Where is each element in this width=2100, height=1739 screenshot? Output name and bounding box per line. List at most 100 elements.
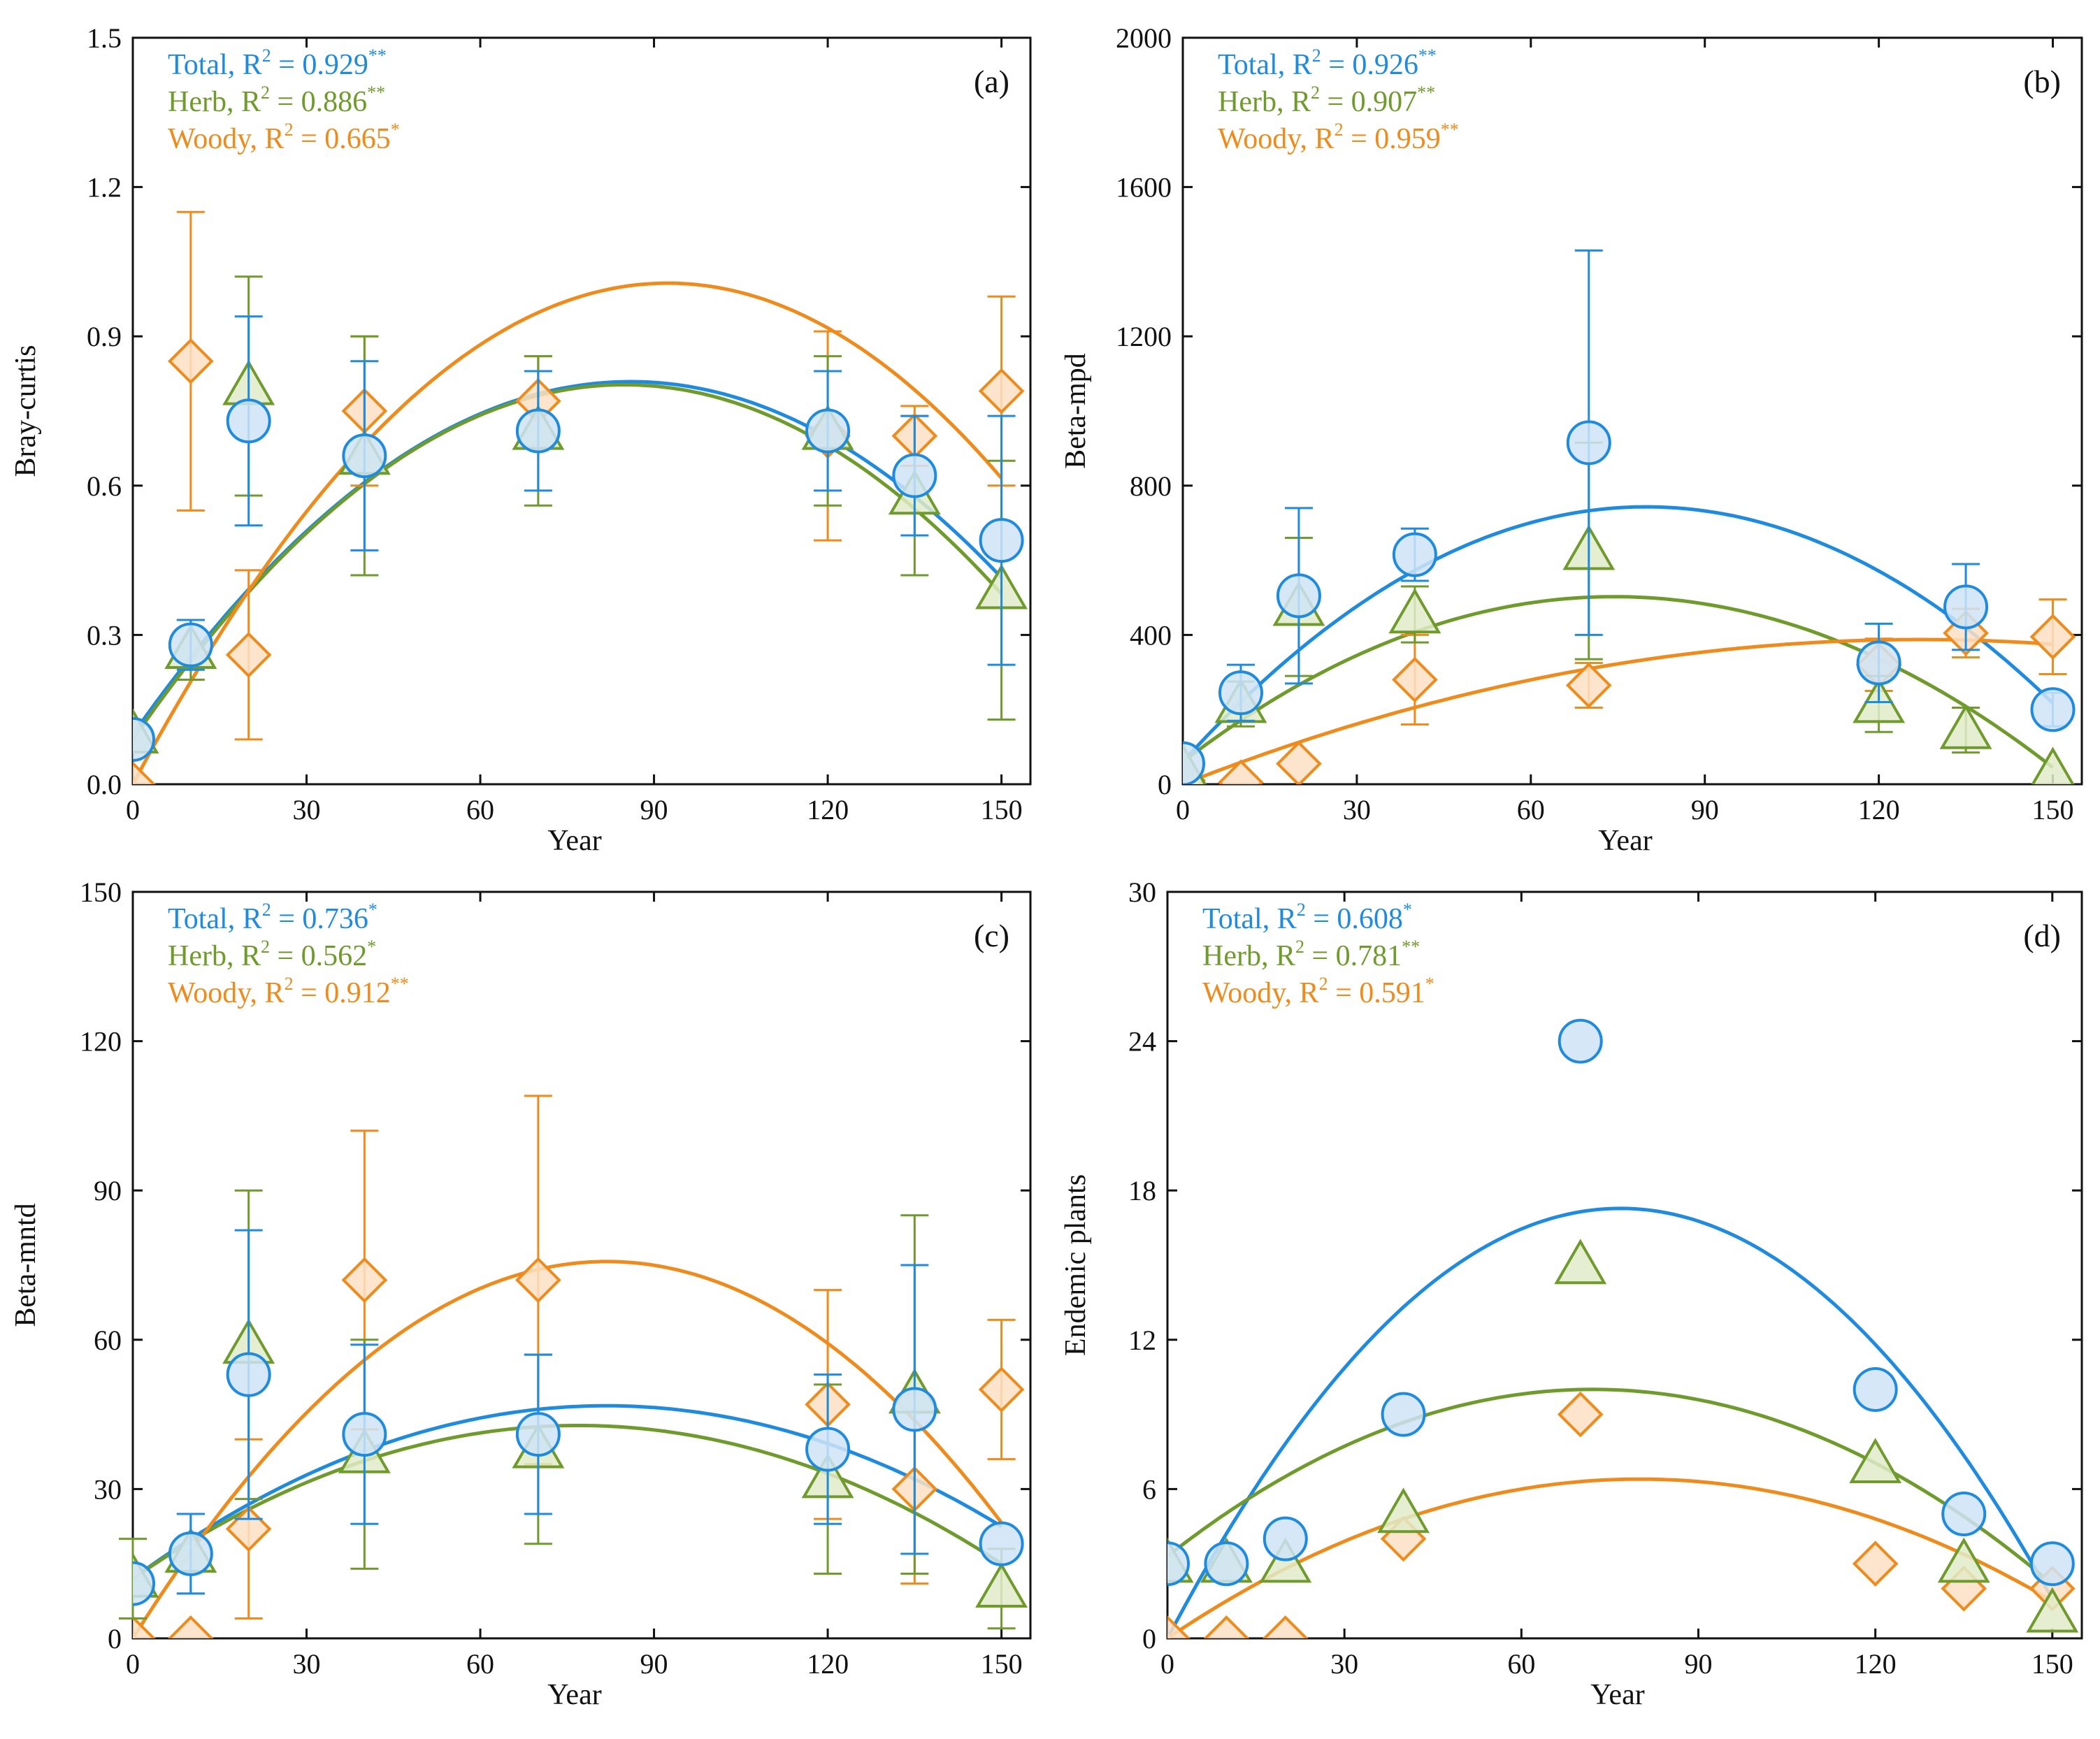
legend-entry-herb: Herb, R2 = 0.907** [1218, 82, 1435, 118]
panel-tag: (a) [974, 64, 1009, 99]
data-point-woody [1276, 740, 1322, 784]
y-axis-label: Bray-curtis [10, 345, 42, 477]
y-tick-label: 1600 [1116, 172, 1172, 203]
panel-b: 0 30 60 90 120 150 0 400 800 1200 1600 2000 Year Beta… [1060, 22, 2083, 857]
y-tick-label: 0.0 [87, 769, 122, 800]
plot-frame [131, 36, 1032, 786]
data-point-woody [978, 1366, 1025, 1413]
legend-entry-herb: Herb, R2 = 0.562* [168, 937, 376, 972]
x-tick-label: 30 [293, 1648, 321, 1680]
legend-entry-total: Total, R2 = 0.929** [168, 45, 387, 81]
data-point-herb [2026, 1587, 2079, 1633]
data-point-herb [1388, 588, 1441, 634]
y-tick-label: 1.5 [87, 22, 122, 54]
data-point-herb [1937, 1537, 1990, 1583]
x-tick-label: 150 [2032, 794, 2074, 825]
data-point-woody [1557, 1391, 1604, 1438]
y-tick-label: 800 [1130, 470, 1172, 502]
data-point-woody [978, 368, 1025, 414]
x-tick-label: 120 [1855, 1648, 1897, 1680]
x-tick-label: 60 [1507, 1648, 1535, 1680]
legend-entry-woody: Woody, R2 = 0.665* [168, 120, 400, 155]
x-tick-label: 150 [981, 794, 1023, 825]
x-tick-label: 120 [1858, 794, 1900, 825]
x-tick-label: 60 [466, 794, 494, 825]
x-axis-label: Year [547, 825, 601, 857]
data-point-woody [341, 1257, 388, 1304]
plot-frame [131, 890, 1032, 1640]
y-tick-label: 6 [1142, 1473, 1156, 1505]
y-tick-label: 18 [1128, 1175, 1156, 1206]
x-tick-label: 90 [1684, 1648, 1712, 1680]
data-point-woody [1852, 1540, 1899, 1587]
x-tick-label: 30 [1343, 794, 1371, 825]
data-point-woody [1167, 1615, 1191, 1638]
data-point-total [979, 518, 1024, 563]
data-point-total [979, 1521, 1024, 1566]
panel-tag: (d) [2023, 918, 2061, 953]
y-tick-label: 30 [1128, 876, 1156, 908]
y-tick-label: 400 [1130, 619, 1172, 651]
y-tick-label: 60 [94, 1325, 122, 1356]
x-tick-label: 30 [1330, 1648, 1358, 1680]
legend-entry-total: Total, R2 = 0.736* [168, 900, 377, 935]
data-point-woody [1565, 662, 1612, 709]
fit-curve-total [1183, 505, 2055, 763]
data-point-herb [1849, 1438, 1902, 1483]
data-point-woody [168, 1615, 214, 1638]
data-point-total [1263, 1516, 1308, 1561]
x-axis-label: Year [1598, 825, 1652, 857]
fit-curve-herb [133, 1424, 1002, 1580]
x-axis-label: Year [1590, 1679, 1644, 1711]
data-point-total [1566, 420, 1611, 466]
x-tick-label: 60 [466, 1648, 494, 1680]
data-point-herb [975, 1562, 1028, 1608]
data-point-total [1167, 1541, 1190, 1587]
data-point-herb [1939, 703, 1992, 749]
y-tick-label: 0.9 [87, 321, 122, 352]
x-tick-label: 120 [807, 1648, 849, 1680]
panel-tag: (b) [2023, 64, 2061, 99]
x-tick-label: 90 [1691, 794, 1719, 825]
fit-curve-herb [133, 383, 1003, 741]
y-tick-label: 2000 [1116, 22, 1172, 54]
x-tick-label: 30 [293, 794, 321, 825]
y-tick-label: 1200 [1116, 321, 1172, 352]
x-tick-label: 0 [126, 1648, 140, 1680]
data-point-total [2030, 687, 2076, 733]
legend-entry-total: Total, R2 = 0.926** [1218, 45, 1437, 81]
data-point-total [133, 716, 155, 762]
fit-curve-total [1167, 1206, 2054, 1638]
panel-tag: (c) [974, 918, 1009, 953]
y-tick-label: 24 [1128, 1026, 1156, 1058]
data-point-woody [1203, 1615, 1250, 1638]
legend-entry-woody: Woody, R2 = 0.959** [1218, 120, 1459, 155]
data-point-total [1218, 670, 1263, 716]
data-point-woody [1218, 759, 1264, 784]
data-point-herb [1554, 1239, 1607, 1285]
fit-curve-woody [1183, 637, 2053, 784]
x-tick-label: 0 [1160, 1648, 1174, 1680]
data-point-total [1392, 532, 1437, 577]
legend-entry-woody: Woody, R2 = 0.591* [1202, 974, 1434, 1009]
fit-curve-woody [133, 281, 1003, 784]
y-axis-label: Endemic plants [1060, 1174, 1092, 1356]
data-point-total [133, 1561, 155, 1606]
x-tick-label: 0 [1176, 794, 1190, 825]
data-point-total [1853, 1367, 1898, 1412]
data-point-total [515, 1412, 561, 1457]
y-tick-label: 0.6 [87, 470, 122, 502]
fit-curve-herb [1167, 1387, 2054, 1586]
fit-curve-total [133, 1404, 1002, 1580]
y-tick-label: 30 [94, 1473, 122, 1505]
data-point-total [2029, 1541, 2075, 1587]
data-point-woody [515, 1257, 561, 1304]
data-point-woody [1392, 656, 1438, 703]
data-point-total [1856, 640, 1901, 686]
legend-entry-herb: Herb, R2 = 0.886** [168, 82, 385, 118]
data-point-total [1183, 741, 1205, 784]
data-point-total [342, 433, 387, 479]
x-tick-label: 0 [126, 794, 140, 825]
data-point-total [342, 1412, 387, 1457]
